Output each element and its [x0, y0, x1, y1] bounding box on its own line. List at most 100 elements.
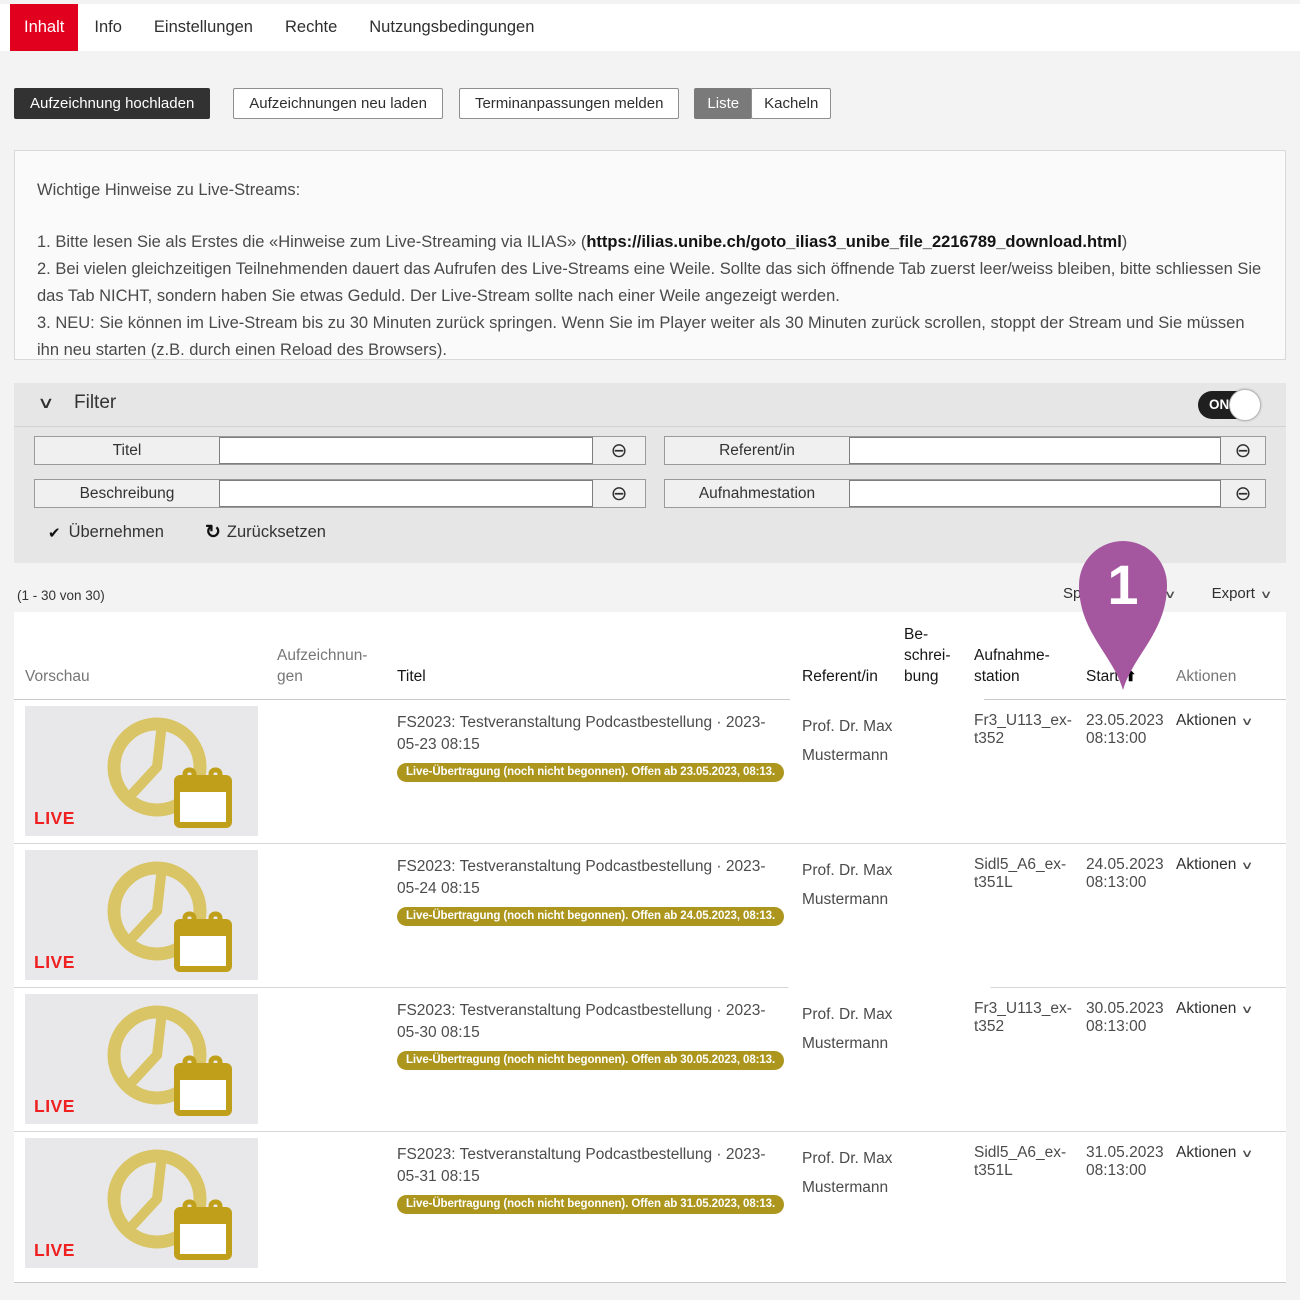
filter-titel-input[interactable]	[219, 437, 593, 464]
chevron-down-icon[interactable]: ∨	[37, 395, 55, 412]
column-header-aufzeichnungen: Aufzeichnun- gen	[277, 647, 368, 685]
live-label: LIVE	[34, 808, 75, 828]
minus-circle-icon[interactable]: ⊖	[610, 440, 628, 462]
filter-group-referent: Referent/in ⊖	[664, 436, 1266, 465]
tab-einstellungen[interactable]: Einstellungen	[153, 18, 253, 36]
live-clock-calendar-icon	[107, 861, 232, 972]
live-status-badge: Live-Übertragung (noch nicht begonnen). …	[397, 763, 785, 782]
column-header-vorschau: Vorschau	[25, 668, 90, 685]
tab-info[interactable]: Info	[94, 18, 122, 36]
filter-beschreibung-input[interactable]	[219, 480, 593, 507]
table-row: LIVE FS2023: Testveranstaltung Podcastbe…	[14, 700, 1286, 844]
referent-cell: Prof. Dr. Max Mustermann	[802, 1150, 893, 1196]
view-list-button[interactable]: Liste	[694, 88, 753, 119]
live-status-badge: Live-Übertragung (noch nicht begonnen). …	[397, 1051, 785, 1070]
white-redaction-smudge	[788, 977, 991, 993]
referent-cell: Prof. Dr. Max Mustermann	[802, 1006, 893, 1052]
tab-rechte[interactable]: Rechte	[284, 18, 338, 36]
filter-group-titel: Titel ⊖	[34, 436, 646, 465]
filter-group-aufnahmestation: Aufnahmestation ⊖	[664, 479, 1266, 508]
filter-beschreibung-label: Beschreibung	[79, 484, 175, 502]
row-actions-dropdown[interactable]: Aktionen ∨	[1176, 712, 1254, 729]
filter-group-beschreibung: Beschreibung ⊖	[34, 479, 646, 508]
hint-1-suffix: )	[1121, 233, 1128, 251]
live-label: LIVE	[34, 952, 75, 972]
live-label: LIVE	[34, 1096, 75, 1116]
filter-actions: ✔ Übernehmen ↻ Zurücksetzen	[48, 521, 326, 544]
marker-number: 1	[1107, 553, 1138, 616]
preview-thumbnail[interactable]: LIVE	[25, 994, 258, 1124]
chevron-down-icon: ∨	[1240, 1148, 1254, 1160]
sort-ascending-icon: ⬆	[1124, 668, 1137, 684]
row-actions-dropdown[interactable]: Aktionen ∨	[1176, 1144, 1254, 1161]
actions-label: Aktionen	[1176, 712, 1237, 729]
view-tiles-button[interactable]: Kacheln	[751, 88, 832, 119]
live-stream-hints-box: Wichtige Hinweise zu Live-Streams: 1. Bi…	[14, 150, 1286, 360]
actions-label: Aktionen	[1176, 856, 1237, 873]
column-header-beschreibung[interactable]: Be- schrei- bung	[904, 626, 951, 685]
reset-icon: ↻	[204, 522, 221, 543]
station-cell: Fr3_U113_ex- t352	[974, 1000, 1072, 1035]
filter-title: Filter	[74, 392, 117, 413]
start-cell: 23.05.2023 08:13:00	[1086, 712, 1164, 747]
live-status-badge: Live-Übertragung (noch nicht begonnen). …	[397, 907, 785, 926]
minus-circle-icon[interactable]: ⊖	[610, 483, 628, 505]
live-clock-calendar-icon	[107, 717, 232, 828]
live-clock-calendar-icon	[107, 1005, 232, 1116]
table-row: LIVE FS2023: Testveranstaltung Podcastbe…	[14, 988, 1286, 1132]
column-header-aufnahmestation[interactable]: Aufnahme- station	[974, 647, 1050, 685]
reset-filter-button[interactable]: ↻ Zurücksetzen	[205, 521, 326, 544]
annotation-marker-1: 1	[1079, 541, 1167, 690]
minus-circle-icon[interactable]: ⊖	[1234, 483, 1252, 505]
tab-nutzungsbedingungen[interactable]: Nutzungsbedingungen	[369, 18, 535, 36]
tab-inhalt[interactable]: Inhalt	[10, 4, 79, 51]
preview-thumbnail[interactable]: LIVE	[25, 850, 258, 980]
referent-cell: Prof. Dr. Max Mustermann	[802, 862, 893, 908]
export-label: Export	[1211, 585, 1255, 602]
minus-circle-icon[interactable]: ⊖	[1234, 440, 1252, 462]
filter-titel-label: Titel	[112, 441, 142, 459]
chevron-down-icon: ∨	[1240, 716, 1254, 728]
row-actions-dropdown[interactable]: Aktionen ∨	[1176, 856, 1254, 873]
apply-filter-button[interactable]: ✔ Übernehmen	[48, 523, 164, 542]
recordings-table: Vorschau Aufzeichnun- gen Titel Referent…	[14, 612, 1286, 1283]
apply-filter-label: Übernehmen	[68, 523, 164, 541]
recording-title: FS2023: Testveranstaltung Podcastbestell…	[397, 858, 766, 897]
chevron-down-icon: ∨	[1259, 589, 1273, 601]
toggle-on-label: ON	[1209, 397, 1230, 412]
recording-title: FS2023: Testveranstaltung Podcastbestell…	[397, 1002, 766, 1041]
column-header-titel[interactable]: Titel	[397, 668, 426, 685]
preview-thumbnail[interactable]: LIVE	[25, 1138, 258, 1268]
tab-bar: Inhalt Info Einstellungen Rechte Nutzung…	[0, 4, 1300, 51]
chevron-down-icon: ∨	[1240, 860, 1254, 872]
chevron-down-icon: ∨	[1163, 589, 1177, 601]
filter-aufnahmestation-input[interactable]	[849, 480, 1221, 507]
reload-recordings-button[interactable]: Aufzeichnungen neu laden	[233, 88, 443, 119]
hints-title: Wichtige Hinweise zu Live-Streams:	[37, 181, 301, 199]
filter-referent-input[interactable]	[849, 437, 1221, 464]
chevron-down-icon: ∨	[1240, 1004, 1254, 1016]
hints-download-link[interactable]: https://ilias.unibe.ch/goto_ilias3_unibe…	[586, 233, 1122, 251]
filter-referent-label: Referent/in	[719, 441, 795, 459]
view-mode-toggle: Liste Kacheln	[694, 88, 832, 119]
start-label: Start	[1086, 668, 1119, 685]
column-header-referent[interactable]: Referent/in	[802, 668, 878, 685]
row-actions-dropdown[interactable]: Aktionen ∨	[1176, 1000, 1254, 1017]
upload-recording-button[interactable]: Aufzeichnung hochladen	[14, 88, 211, 119]
live-clock-calendar-icon	[107, 1149, 232, 1260]
table-row: LIVE FS2023: Testveranstaltung Podcastbe…	[14, 844, 1286, 988]
report-schedule-changes-button[interactable]: Terminanpassungen melden	[458, 88, 680, 119]
result-count: (1 - 30 von 30)	[17, 588, 105, 603]
filter-panel: ∨ Filter ON Titel ⊖ Referent/in ⊖ Beschr…	[14, 383, 1286, 563]
column-header-start[interactable]: Start ⬆	[1075, 666, 1165, 699]
toggle-knob	[1229, 389, 1261, 421]
filter-on-toggle[interactable]: ON	[1198, 389, 1261, 421]
export-menu[interactable]: Export ∨	[1211, 585, 1273, 602]
start-cell: 30.05.2023 08:13:00	[1086, 1000, 1164, 1035]
preview-thumbnail[interactable]: LIVE	[25, 706, 258, 836]
check-icon: ✔	[48, 524, 61, 542]
recording-title: FS2023: Testveranstaltung Podcastbestell…	[397, 1146, 766, 1185]
filter-aufnahmestation-label: Aufnahmestation	[698, 484, 816, 502]
white-redaction-smudge	[788, 687, 986, 702]
